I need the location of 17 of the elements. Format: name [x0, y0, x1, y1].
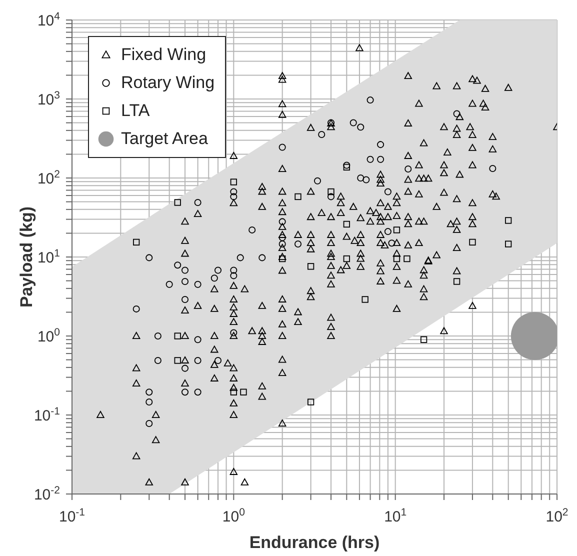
y-tick-label: 10$^{2}$: [37, 168, 60, 188]
y-axis-title: Payload (kg): [17, 206, 36, 308]
y-tick-label: 10$^{0}$: [37, 326, 60, 346]
y-tick-label: 10$^{-1}$: [34, 405, 60, 424]
x-axis-title: Endurance (hrs): [249, 533, 380, 552]
x-tick-label: 10$^{0}$: [222, 506, 246, 526]
x-tick-label: 10$^{-1}$: [58, 506, 86, 526]
legend-label: Target Area: [121, 128, 208, 150]
y-tick-label: 10$^{-2}$: [34, 484, 60, 504]
y-tick-label: 10$^{3}$: [37, 89, 60, 108]
y-tick-label: 10$^{1}$: [37, 247, 60, 266]
y-tick-label: 10$^{4}$: [37, 10, 60, 30]
legend-label: Rotary Wing: [121, 72, 215, 94]
x-tick-label: 10$^{2}$: [546, 506, 568, 526]
legend-label: LTA: [121, 100, 150, 122]
x-tick-label: 10$^{1}$: [384, 506, 407, 526]
legend-label: Fixed Wing: [121, 44, 206, 66]
